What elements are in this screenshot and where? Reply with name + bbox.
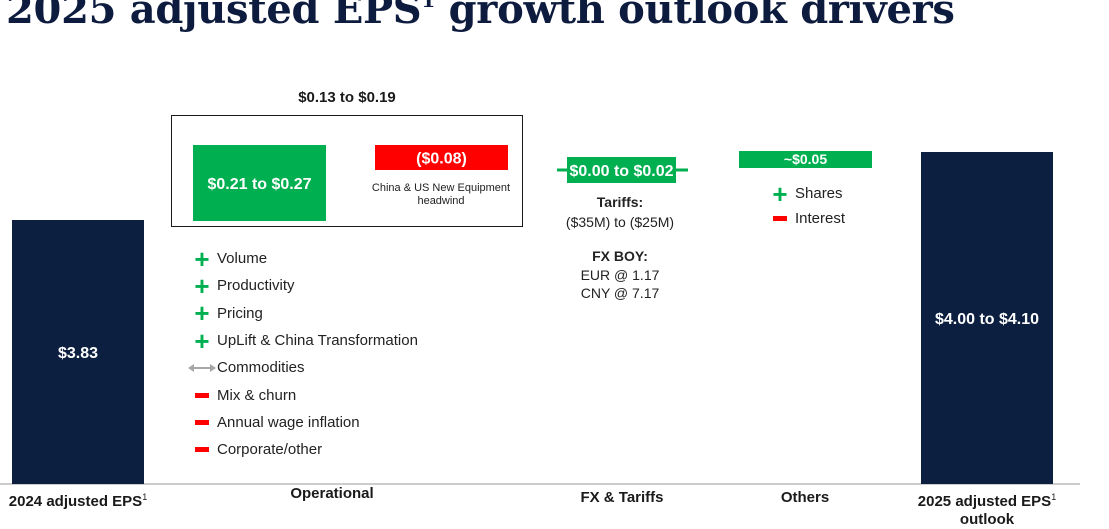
operational-driver-item-label: Productivity xyxy=(217,277,295,295)
tariffs-heading: Tariffs: xyxy=(596,194,644,210)
operational-driver-item-label: Annual wage inflation xyxy=(217,413,360,431)
plus-icon: + xyxy=(194,325,210,356)
category-label-1: Operational xyxy=(290,485,374,502)
others-driver-item-label: Shares xyxy=(795,185,843,202)
operational-driver-item-4: Commodities xyxy=(188,354,418,381)
operational-driver-item-label: Corporate/other xyxy=(217,441,323,459)
operational-driver-item-label: UpLift & China Transformation xyxy=(217,332,418,350)
total-bar-5 xyxy=(921,152,1053,484)
minus-icon xyxy=(765,216,795,221)
category-label-3: Others xyxy=(780,489,830,506)
increase-bar-1 xyxy=(193,145,326,221)
operational-driver-item-6: Annual wage inflation xyxy=(195,409,418,436)
fx-rate-eur: EUR @ 1.17 xyxy=(580,267,660,283)
operational-driver-item-0: + Volume xyxy=(194,245,418,272)
bar-label-1: $0.21 to $0.27 xyxy=(207,176,311,193)
operational-bracket-box xyxy=(171,115,523,227)
others-driver-item-label: Interest xyxy=(795,210,846,227)
operational-drivers-list: + Volume + Productivity + Pricing + UpLift & Ch… xyxy=(188,245,418,463)
plus-icon: + xyxy=(194,270,210,301)
operational-driver-item-2: + Pricing xyxy=(194,300,418,327)
tariffs-value: ($35M) to ($25M) xyxy=(565,214,675,230)
fx-heading: FX BOY: xyxy=(592,248,648,264)
bar-label-5: $4.00 to $4.10 xyxy=(935,311,1039,328)
plus-icon: + xyxy=(772,178,788,209)
operational-driver-item-label: Mix & churn xyxy=(217,386,297,404)
operational-driver-item-label: Pricing xyxy=(217,304,263,322)
page-title: 2025 adjusted EPS1 growth outlook driver… xyxy=(6,0,955,33)
operational-driver-item-7: Corporate/other xyxy=(195,436,418,463)
headwind-note: China & US New Equipment headwind xyxy=(371,182,511,207)
total-bar-0 xyxy=(12,220,144,484)
operational-driver-item-5: Mix & churn xyxy=(195,381,418,408)
category-label-2: FX & Tariffs xyxy=(580,489,664,506)
minus-icon xyxy=(187,419,217,425)
range-bar-3 xyxy=(567,157,676,183)
others-driver-item-0: + Shares xyxy=(772,181,845,207)
bar-label-4: ~$0.05 xyxy=(784,151,827,167)
category-label-0: 2024 adjusted EPS1 xyxy=(8,492,148,510)
bar-label-2: ($0.08) xyxy=(416,151,467,168)
minus-icon xyxy=(187,447,217,453)
minus-icon xyxy=(187,392,217,398)
others-drivers-list: + Shares Interest xyxy=(772,181,846,231)
operational-driver-item-label: Volume xyxy=(217,250,268,268)
operational-driver-item-3: + UpLift & China Transformation xyxy=(194,327,418,354)
plus-icon: + xyxy=(194,243,210,274)
operational-driver-item-1: + Productivity xyxy=(194,272,418,299)
plus-icon: + xyxy=(194,298,210,329)
increase-bar-4 xyxy=(739,151,872,168)
operational-driver-item-label: Commodities xyxy=(217,359,305,377)
decrease-bar-2 xyxy=(375,145,508,170)
bar-label-3: $0.00 to $0.02 xyxy=(569,163,673,180)
others-driver-item-1: Interest xyxy=(773,206,846,231)
double-arrow-icon xyxy=(187,362,217,374)
fx-rate-cny: CNY @ 7.17 xyxy=(580,285,660,301)
fx-tariffs-info: Tariffs: ($35M) to ($25M) FX BOY: EUR @ … xyxy=(545,192,695,302)
operational-total-label: $0.13 to $0.19 xyxy=(298,89,396,106)
category-label-4: 2025 adjusted EPS1 outlook xyxy=(917,492,1057,528)
bar-label-0: $3.83 xyxy=(58,345,98,362)
